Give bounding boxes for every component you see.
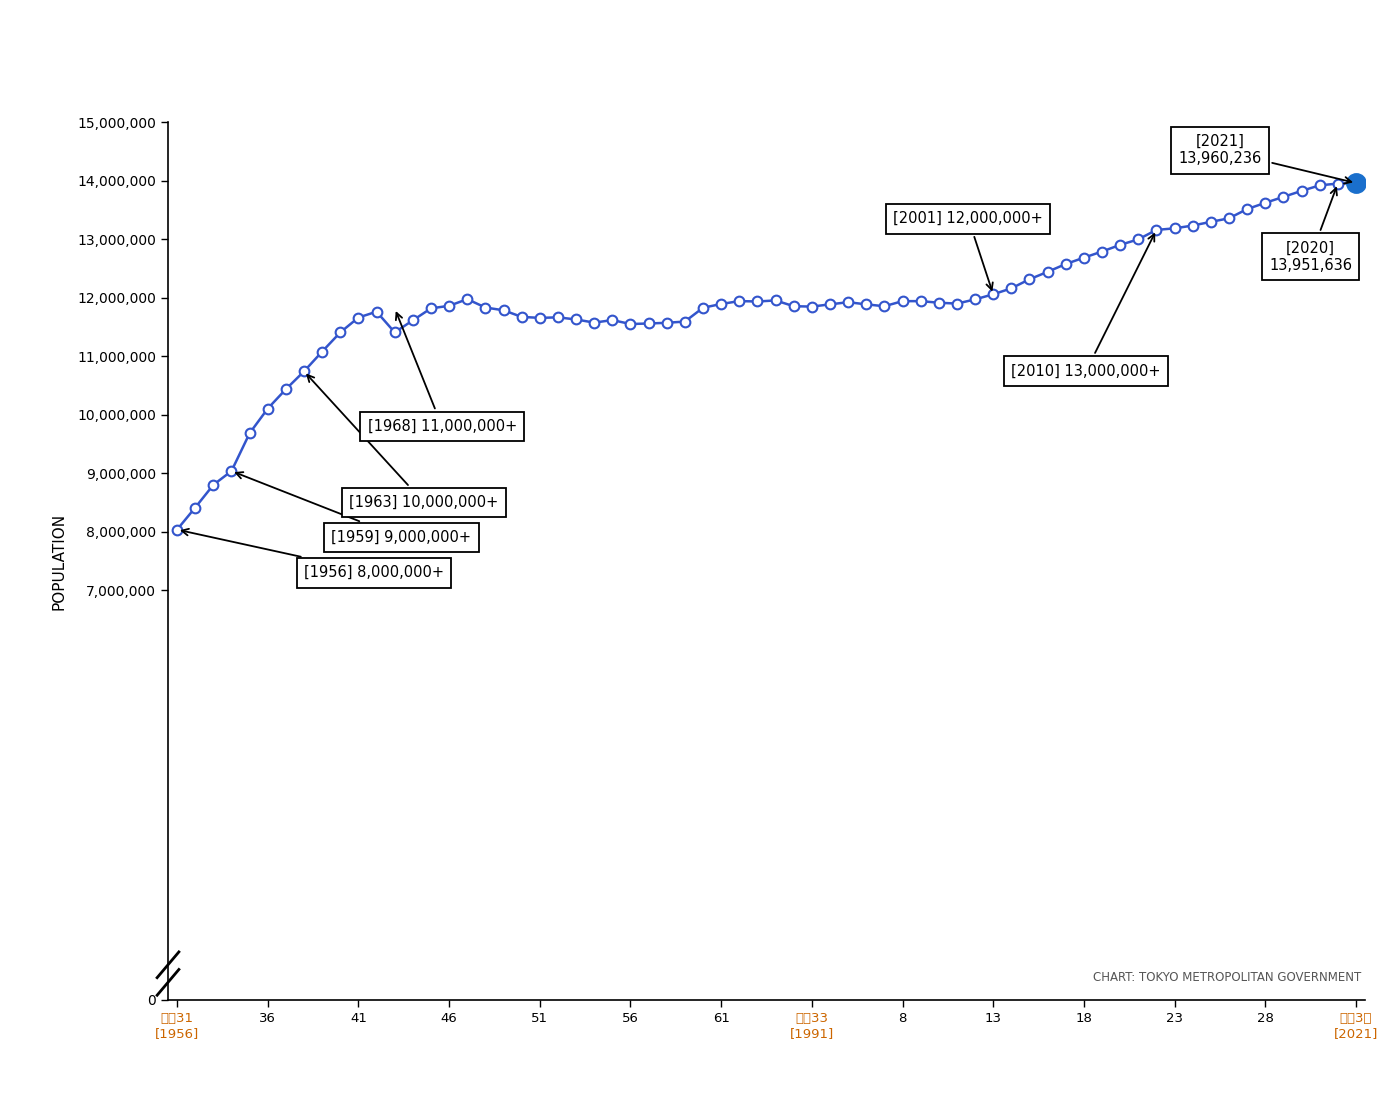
Text: [1963] 10,000,000+: [1963] 10,000,000+: [307, 374, 498, 510]
Text: [1959] 9,000,000+: [1959] 9,000,000+: [237, 472, 472, 546]
Text: POPULATION OF THE TOKYO METROPOLITAN AREA (1956-2021): POPULATION OF THE TOKYO METROPOLITAN ARE…: [132, 32, 1268, 62]
Text: [2001] 12,000,000+: [2001] 12,000,000+: [893, 211, 1043, 290]
Text: [2010] 13,000,000+: [2010] 13,000,000+: [1011, 234, 1161, 379]
Text: [2020]
13,951,636: [2020] 13,951,636: [1268, 188, 1352, 273]
Text: [2021]
13,960,236: [2021] 13,960,236: [1179, 134, 1351, 183]
Text: CHART: TOKYO METROPOLITAN GOVERNMENT: CHART: TOKYO METROPOLITAN GOVERNMENT: [1093, 971, 1361, 983]
Text: [1956] 8,000,000+: [1956] 8,000,000+: [182, 529, 444, 580]
Y-axis label: POPULATION: POPULATION: [50, 512, 66, 610]
Text: [1968] 11,000,000+: [1968] 11,000,000+: [367, 313, 517, 434]
